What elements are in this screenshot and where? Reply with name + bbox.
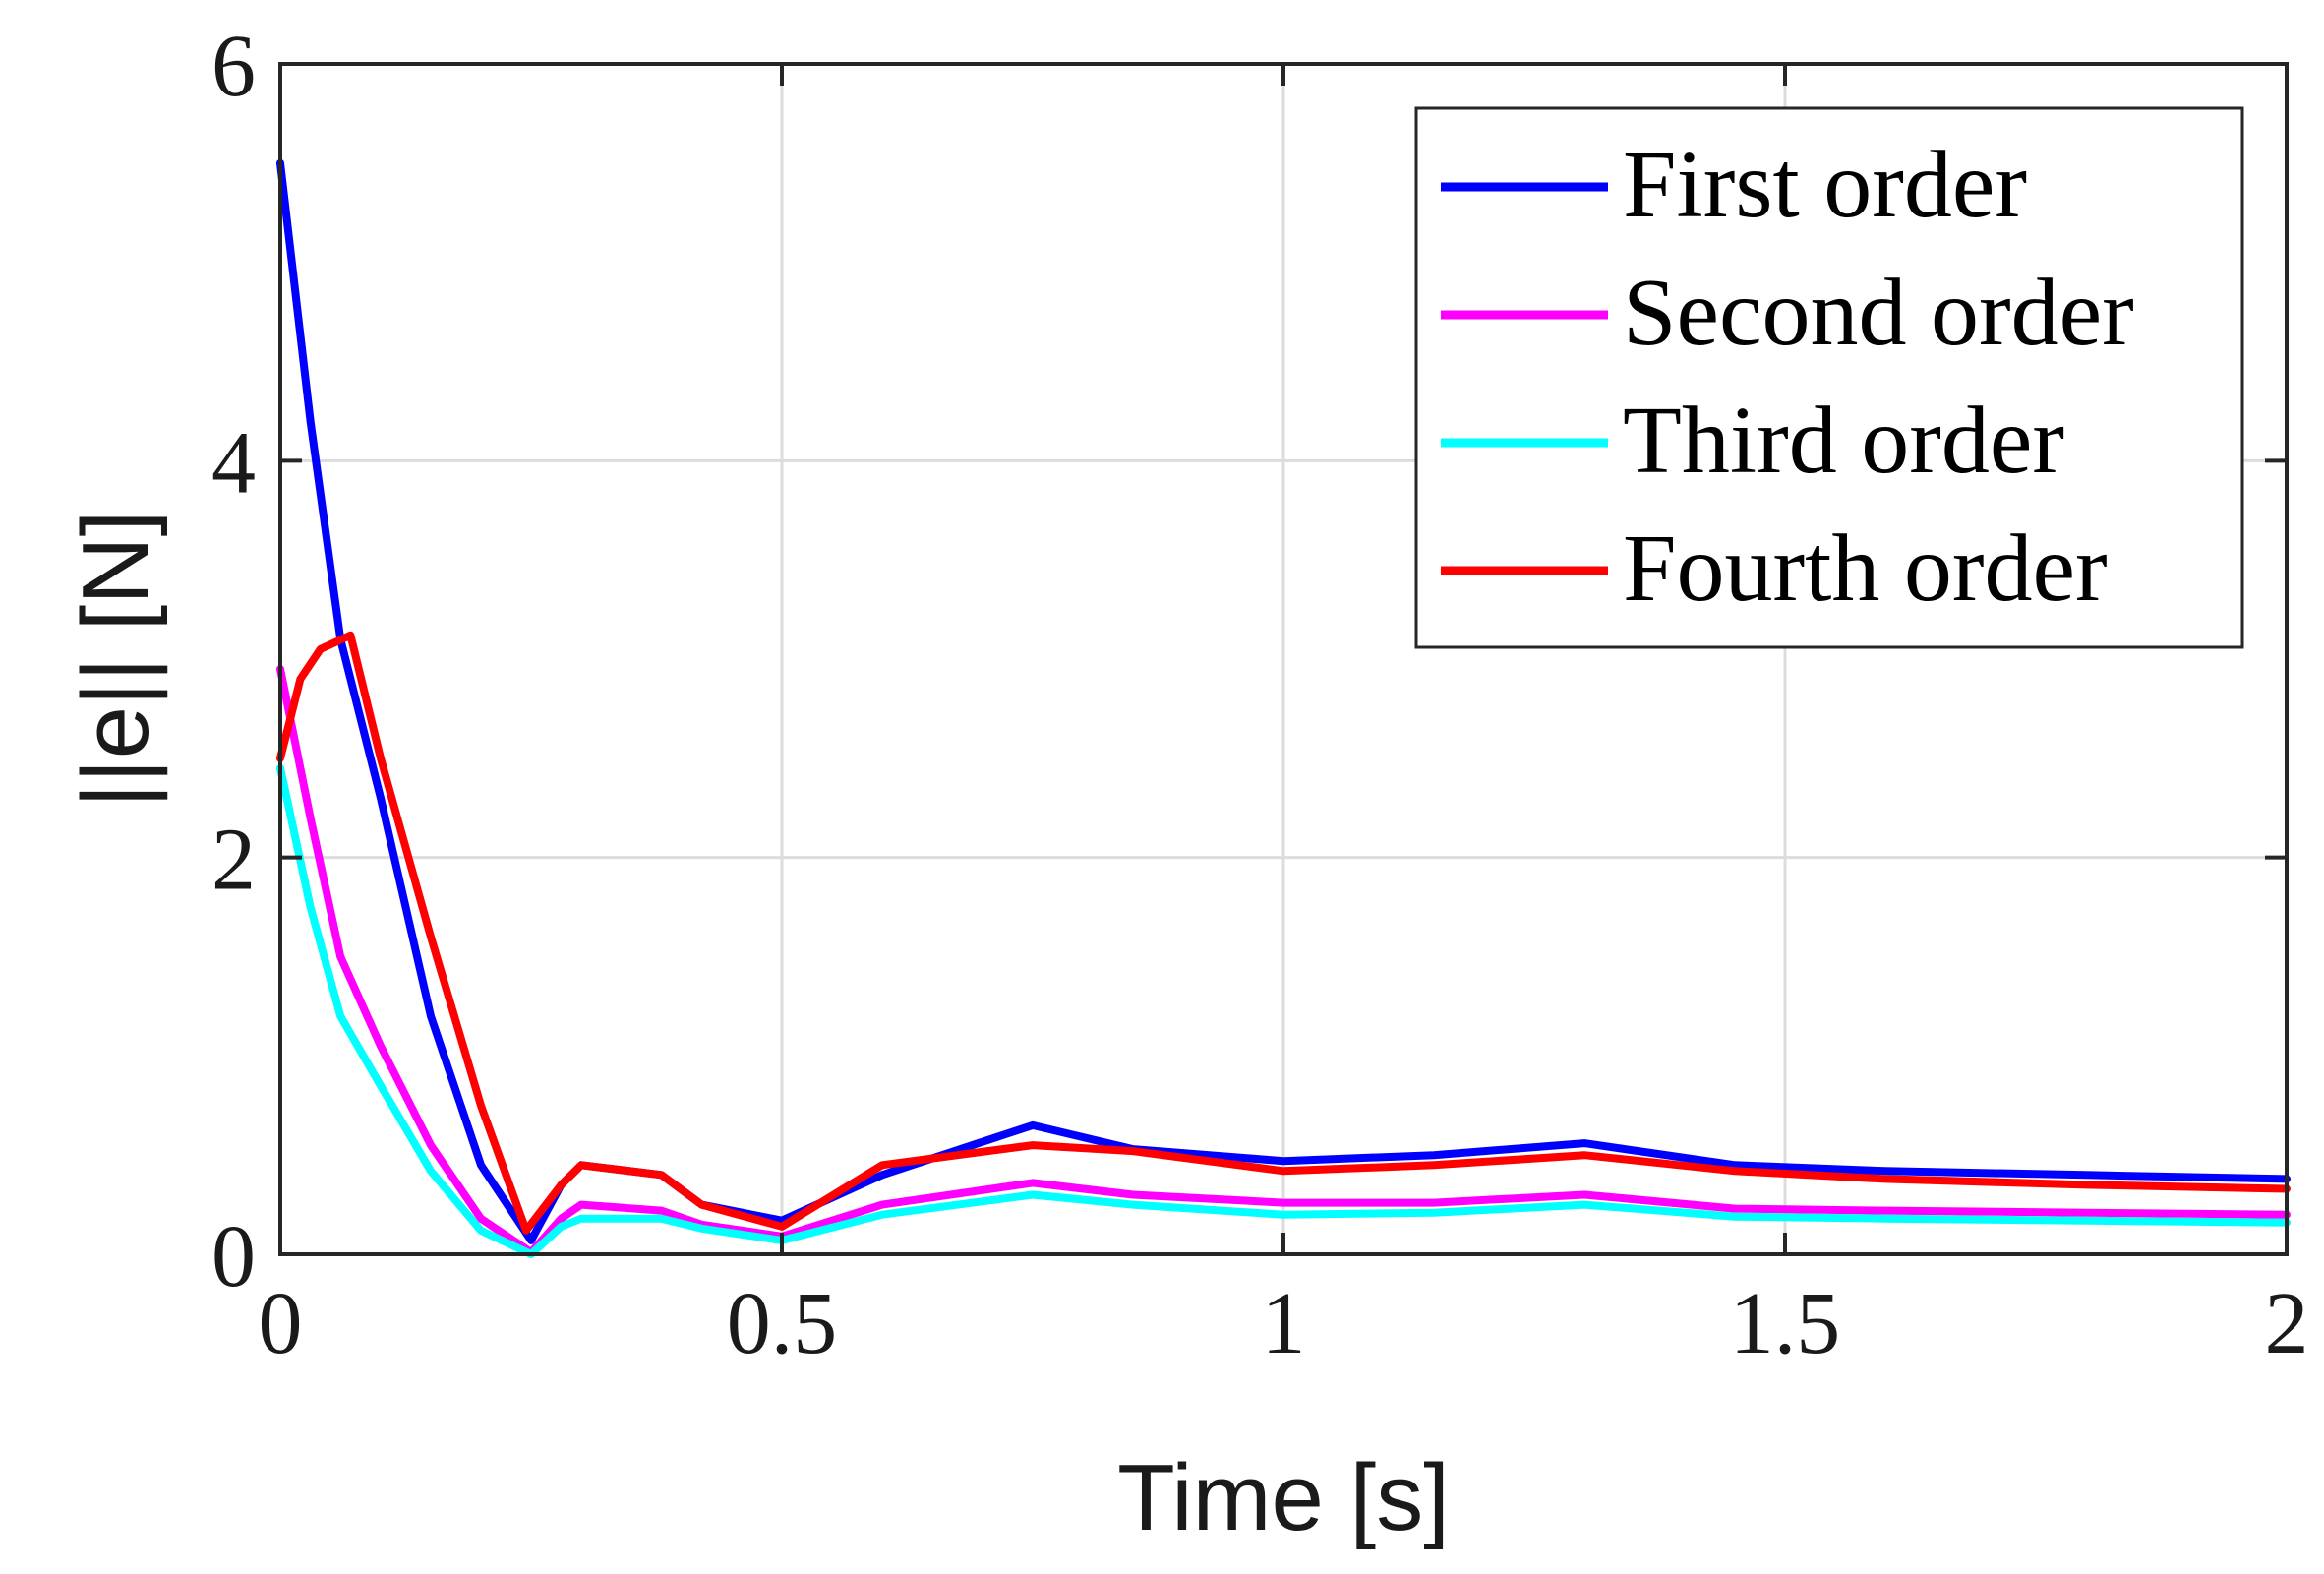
y-axis-label: ||e|| [N] xyxy=(63,511,168,808)
legend-box xyxy=(1414,106,2244,649)
legend: First order Second order Third order Fourth… xyxy=(1414,106,2244,649)
x-tick-label: 1.5 xyxy=(1730,1275,1841,1372)
legend-label-1: First order xyxy=(1623,132,2027,238)
x-axis-label: Time [s] xyxy=(1117,1445,1450,1550)
y-tick-labels: 0 2 4 6 xyxy=(211,18,256,1305)
y-tick-label: 0 xyxy=(211,1208,256,1305)
series-layer xyxy=(276,158,2291,1258)
x-tick-label: 2 xyxy=(2265,1275,2309,1372)
y-tick-label: 4 xyxy=(211,414,256,512)
legend-label-4: Fourth order xyxy=(1623,515,2108,622)
legend-label-3: Third order xyxy=(1623,388,2064,494)
y-tick-label: 2 xyxy=(211,812,256,909)
x-tick-label: 0 xyxy=(259,1275,303,1372)
series-line-3 xyxy=(276,763,2291,1258)
tick-marks xyxy=(278,62,2289,1256)
x-tick-label: 0.5 xyxy=(727,1275,838,1372)
x-tick-labels: 0 0.5 1 1.5 2 xyxy=(259,1275,2309,1372)
series-line-4 xyxy=(276,631,2291,1235)
series-line-2 xyxy=(276,665,2291,1256)
x-tick-label: 1 xyxy=(1262,1275,1306,1372)
y-tick-label: 6 xyxy=(211,18,256,115)
legend-label-2: Second order xyxy=(1623,260,2134,366)
